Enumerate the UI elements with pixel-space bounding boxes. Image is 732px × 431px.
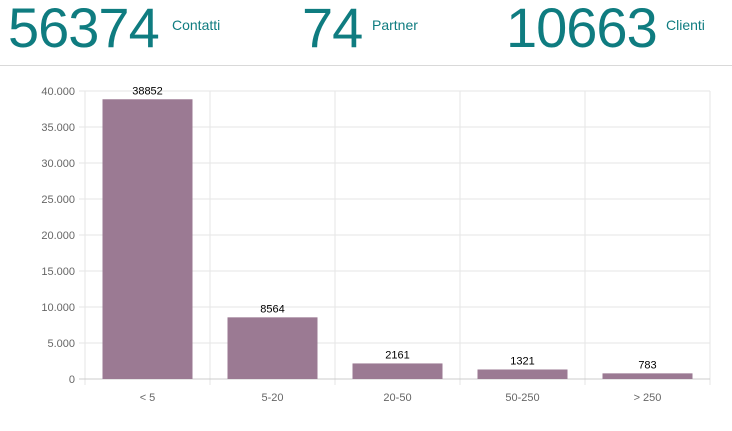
x-tick-label: 5-20: [261, 392, 283, 404]
y-tick-label: 30.000: [41, 158, 75, 170]
x-tick-label: > 250: [634, 392, 662, 404]
stat-value: 74: [302, 0, 363, 59]
x-tick-label: < 5: [140, 392, 156, 404]
bar-chart: 0 5.000 10.000 15.000 20.000 25.000 30.000 35.0…: [41, 85, 711, 404]
stats-header: 56374 Contatti 74 Partner 10663 Clienti: [0, 0, 732, 66]
y-tick-label: 15.000: [41, 266, 75, 278]
x-tick-label: 20-50: [383, 392, 411, 404]
data-label: 38852: [132, 85, 163, 97]
data-label: 2161: [385, 349, 409, 361]
y-tick-label: 25.000: [41, 194, 75, 206]
y-tick-label: 0: [69, 374, 75, 386]
bar: [227, 317, 318, 379]
data-label: 783: [638, 359, 656, 371]
stat-label: Clienti: [666, 17, 705, 33]
x-tick-label: 50-250: [505, 392, 539, 404]
stat-label: Contatti: [172, 17, 221, 33]
y-tick-label: 10.000: [41, 302, 75, 314]
data-label: 1321: [510, 355, 534, 367]
bar: [352, 363, 443, 379]
bar: [602, 373, 693, 379]
bar: [477, 369, 568, 379]
stat-value: 56374: [8, 0, 160, 59]
y-tick-label: 20.000: [41, 230, 75, 242]
y-tick-label: 40.000: [41, 86, 75, 98]
stat-value: 10663: [506, 0, 658, 59]
bar: [102, 99, 193, 379]
y-tick-label: 5.000: [47, 338, 75, 350]
data-label: 8564: [260, 303, 284, 315]
stat-label: Partner: [372, 17, 418, 33]
y-tick-label: 35.000: [41, 122, 75, 134]
